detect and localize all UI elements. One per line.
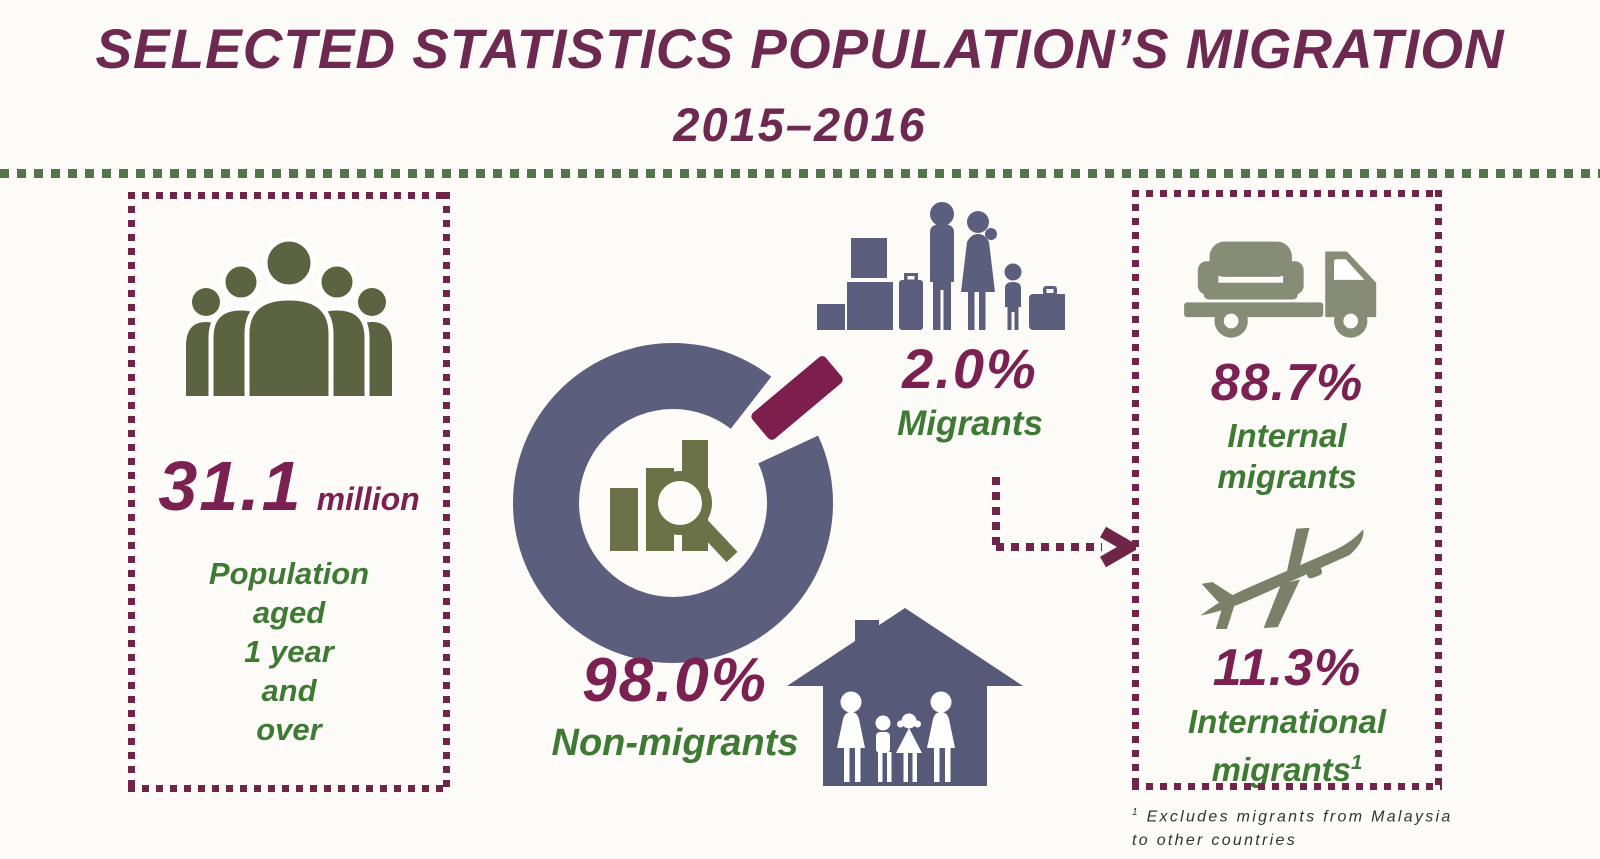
people-group-icon — [186, 236, 392, 396]
footnote-line: 1 Excludes migrants from Malaysia — [1132, 807, 1453, 826]
footnote-marker: 1 — [1132, 807, 1140, 818]
flow-arrow-horizontal — [996, 543, 1102, 551]
internal-label-line: Internal — [1227, 417, 1347, 455]
dotted-border-top — [128, 192, 450, 199]
non-migrants-label: Non-migrants — [551, 722, 799, 764]
population-line: over — [256, 712, 322, 747]
flow-arrow-vertical — [992, 477, 1000, 545]
population-stat: 31.1 million — [158, 446, 419, 526]
green-dotted-separator — [0, 169, 1600, 178]
dotted-border-left — [128, 192, 135, 792]
footnote-marker-sup: 1 — [1351, 751, 1363, 774]
dotted-border-right — [1435, 190, 1442, 790]
population-line: and — [261, 673, 317, 708]
airplane-icon — [1200, 528, 1364, 630]
internal-label-line: migrants — [1217, 458, 1357, 496]
international-migrants-value: 11.3% — [1212, 639, 1362, 698]
international-migrants-label: International migrants1 — [1188, 701, 1386, 790]
migrant-family-luggage-icon — [817, 202, 1065, 330]
non-migrants-value: 98.0% — [582, 646, 768, 715]
population-panel: 31.1 million Population aged 1 year and … — [128, 192, 450, 792]
dotted-border-top — [1132, 190, 1442, 197]
dotted-border-bottom — [128, 785, 450, 792]
footnote: 1 Excludes migrants from Malaysia to oth… — [1132, 801, 1472, 853]
international-label-line: International — [1187, 703, 1387, 740]
dotted-border-left — [1132, 190, 1139, 790]
internal-migrants-label: Internal migrants — [1217, 415, 1356, 497]
house-family-icon — [787, 608, 1023, 786]
migrants-value: 2.0% — [902, 337, 1038, 400]
migrant-types-panel: 88.7% Internal migrants 11.3% Internatio… — [1132, 190, 1442, 790]
population-line: aged — [252, 595, 326, 630]
flow-arrow-head-icon — [1100, 526, 1136, 568]
population-unit: million — [316, 481, 420, 517]
migration-donut-chart — [513, 333, 846, 663]
dotted-border-bottom — [1132, 783, 1442, 790]
moving-truck-icon — [1183, 241, 1376, 338]
population-line: 1 year — [244, 634, 334, 669]
population-value: 31.1 — [158, 447, 303, 525]
internal-migrants-value: 88.7% — [1210, 353, 1364, 412]
footnote-line: to other countries — [1132, 832, 1298, 850]
population-description: Population aged 1 year and over — [209, 554, 369, 749]
international-label-line: migrants1 — [1211, 751, 1363, 788]
dotted-border-right — [443, 192, 450, 792]
page-subtitle-years: 2015–2016 — [673, 98, 927, 151]
population-line: Population — [208, 556, 370, 591]
migrants-label: Migrants — [897, 404, 1043, 443]
page-title: SELECTED STATISTICS POPULATION’S MIGRATI… — [95, 17, 1505, 80]
